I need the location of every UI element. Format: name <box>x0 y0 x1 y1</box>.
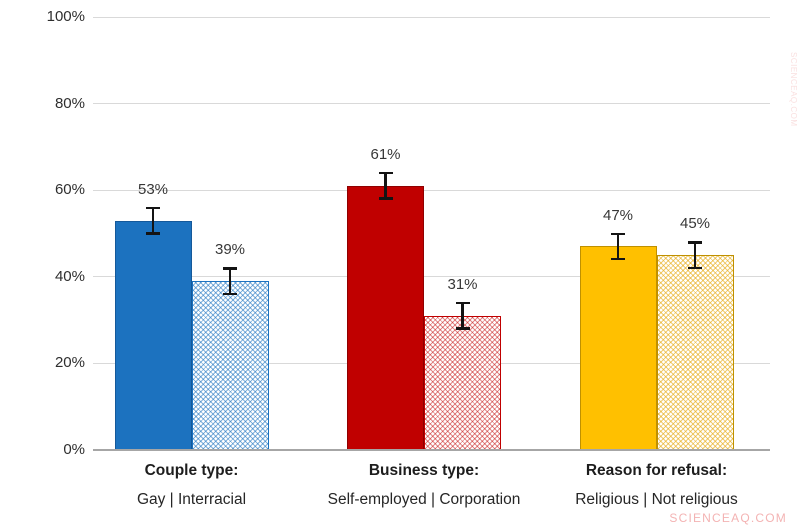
watermark-vertical: SCIENCEAQ.COM <box>789 52 798 127</box>
error-bar-line <box>461 302 464 329</box>
group-title: Reason for refusal: <box>585 462 728 479</box>
bar-gay <box>114 220 192 450</box>
error-bar-cap-top <box>611 232 625 235</box>
bar-not-religious <box>656 255 734 450</box>
bar-value-label: 47% <box>602 206 634 224</box>
bar-corporation <box>424 315 501 450</box>
bar-value-label: 53% <box>137 180 169 198</box>
bar-religious <box>579 246 657 450</box>
bar-value-label: 61% <box>370 145 401 163</box>
error-bar-line <box>384 172 387 199</box>
error-bar-cap-top <box>688 241 702 244</box>
gridline <box>93 189 770 191</box>
watermark: SCIENCEAQ.COM <box>669 511 787 525</box>
y-axis-tick-label: 20% <box>54 354 85 372</box>
gridline <box>93 276 770 278</box>
error-bar-line <box>228 268 232 295</box>
error-bar-cap-top <box>146 206 160 210</box>
group-title: Business type: <box>368 462 480 479</box>
group-subtitle: Gay | Interracial <box>136 491 247 508</box>
error-bar-line <box>693 242 697 269</box>
x-axis-line <box>93 449 770 451</box>
error-bar-cap-bottom <box>611 257 625 261</box>
group-subtitle: Self-employed | Corporation <box>327 491 521 508</box>
error-bar-line <box>151 207 155 234</box>
bar-value-label: 45% <box>679 215 711 233</box>
error-bar-cap-bottom <box>455 327 470 330</box>
error-bar-cap-top <box>378 171 393 175</box>
y-axis-tick-label: 40% <box>54 267 85 285</box>
error-bar-cap-bottom <box>688 266 702 270</box>
error-bar-cap-bottom <box>378 197 393 200</box>
error-bar-cap-top <box>223 267 237 270</box>
y-axis-tick-label: 80% <box>54 94 85 112</box>
y-axis-tick-label: 100% <box>46 8 85 25</box>
gridline <box>93 103 770 105</box>
y-axis-tick-label: 0% <box>63 441 85 458</box>
gridline <box>93 16 770 18</box>
error-bar-cap-top <box>455 301 470 305</box>
group-title: Couple type: <box>144 462 239 479</box>
error-bar-cap-bottom <box>146 232 160 235</box>
bar-value-label: 39% <box>214 241 246 259</box>
bar-interracial <box>191 281 269 450</box>
error-bar-line <box>616 233 620 260</box>
bar-self-employed <box>347 185 424 450</box>
y-axis-tick-label: 60% <box>54 181 85 199</box>
group-subtitle: Religious | Not religious <box>575 491 738 508</box>
error-bar-cap-bottom <box>223 292 237 296</box>
bar-value-label: 31% <box>447 275 478 293</box>
